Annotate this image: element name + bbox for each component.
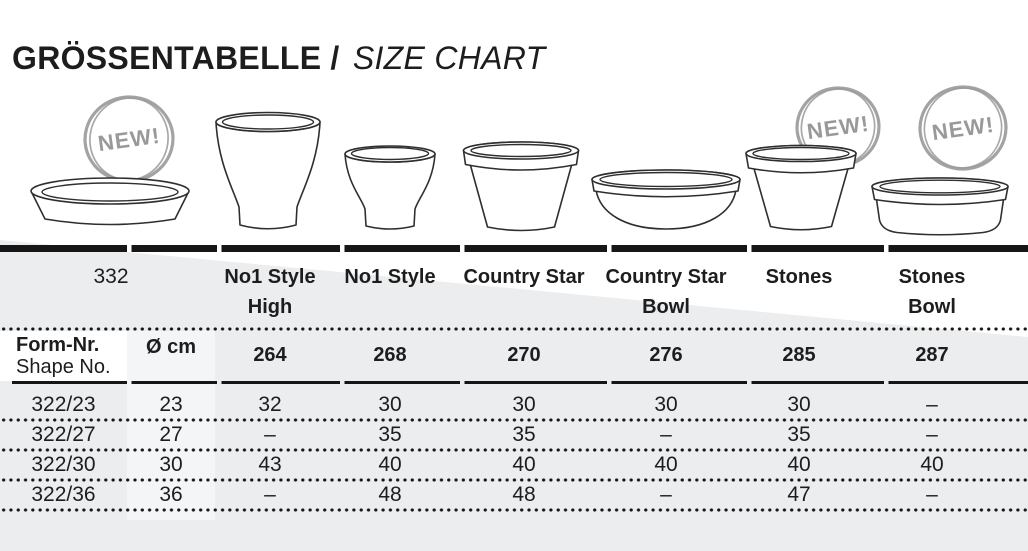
cell-size: 40	[920, 453, 944, 476]
no1-style-high-pot-icon	[215, 111, 321, 230]
column-header-line2: High	[247, 296, 293, 318]
cell-size: –	[926, 483, 938, 506]
title-english: SIZE CHART	[352, 40, 546, 76]
badge-circle-icon	[83, 95, 175, 183]
saucer-icon	[30, 177, 190, 226]
column-header: No1 Style High	[200, 262, 340, 322]
diameter-column-background	[127, 331, 215, 520]
column-header-saucer: 332	[93, 265, 129, 288]
cell-form-nr: 322/27	[31, 423, 96, 446]
badge-circle-icon	[923, 87, 1003, 169]
cell-size: 40	[378, 453, 402, 476]
table-row: 322/23 23 32 30 30 30 30 –	[0, 392, 1028, 418]
shape-code: 268	[373, 344, 407, 366]
badge-circle-icon	[795, 86, 881, 168]
title-german: GRÖSSENTABELLE	[12, 40, 322, 76]
country-star-pot-icon	[462, 141, 580, 232]
badge-circle-icon	[800, 88, 876, 166]
column-header: No1 Style	[320, 262, 460, 292]
new-badge-label: NEW!	[96, 123, 162, 156]
shape-code: 285	[782, 344, 816, 366]
cell-size: 30	[512, 393, 536, 416]
column-header-line2: Bowl	[908, 296, 956, 318]
cell-diameter: 36	[159, 483, 183, 506]
cell-size: 35	[512, 423, 536, 446]
dotted-separator	[0, 508, 1028, 512]
stones-bowl-icon	[871, 177, 1009, 236]
dotted-separator	[0, 478, 1028, 482]
cell-form-nr: 322/36	[31, 483, 96, 506]
column-header: Stones Bowl	[862, 262, 1002, 322]
badge-circle-icon	[89, 97, 169, 181]
table-top-rule	[0, 245, 1028, 252]
cell-diameter: 30	[159, 453, 183, 476]
shape-code: 264	[253, 344, 287, 366]
cell-size: –	[660, 483, 672, 506]
cell-size: 40	[512, 453, 536, 476]
column-header-line1: No1 Style	[224, 266, 316, 288]
cell-size: –	[926, 393, 938, 416]
table-row: 322/30 30 43 40 40 40 40 40	[0, 452, 1028, 478]
cell-size: 40	[787, 453, 811, 476]
column-header-line1: Stones	[765, 266, 833, 288]
cell-diameter: 23	[159, 393, 183, 416]
title-separator: /	[330, 40, 340, 76]
shape-code: 287	[915, 344, 949, 366]
page-title: GRÖSSENTABELLE / SIZE CHART	[12, 40, 545, 77]
table-header-rule	[0, 381, 1028, 384]
cell-size: 47	[787, 483, 811, 506]
cell-size: 35	[378, 423, 402, 446]
dotted-separator	[0, 448, 1028, 452]
cell-size: –	[264, 483, 276, 506]
cell-size: –	[926, 423, 938, 446]
cell-size: 30	[787, 393, 811, 416]
column-header-line1: No1 Style	[344, 266, 436, 288]
column-header: Country Star	[454, 262, 594, 292]
column-header-line1: Country Star	[605, 266, 727, 288]
cell-size: 43	[258, 453, 282, 476]
table-row: 322/27 27 – 35 35 – 35 –	[0, 422, 1028, 448]
new-badge-label: NEW!	[930, 112, 996, 145]
shape-code: 276	[649, 344, 683, 366]
cell-size: 48	[378, 483, 402, 506]
cell-size: 40	[654, 453, 678, 476]
diameter-column-label: Ø cm	[145, 336, 197, 358]
column-header: Country Star Bowl	[596, 262, 736, 322]
cell-size: 30	[378, 393, 402, 416]
cell-size: –	[660, 423, 672, 446]
new-badge-label: NEW!	[805, 111, 871, 144]
form-nr-cell-background	[0, 331, 127, 381]
badge-circle-icon	[918, 85, 1008, 171]
cell-form-nr: 322/30	[31, 453, 96, 476]
shape-code: 270	[507, 344, 541, 366]
cell-size: 32	[258, 393, 282, 416]
new-badge: NEW!	[918, 85, 1008, 171]
cell-size: 30	[654, 393, 678, 416]
stones-pot-icon	[745, 144, 857, 231]
column-header-line1: Stones	[898, 266, 966, 288]
cell-size: 35	[787, 423, 811, 446]
dotted-separator	[0, 327, 1028, 331]
table-row: 322/36 36 – 48 48 – 47 –	[0, 482, 1028, 508]
cell-size: –	[264, 423, 276, 446]
column-header-line2: Bowl	[642, 296, 690, 318]
column-header-line1: Country Star	[463, 266, 585, 288]
form-nr-label-en: Shape No.	[16, 356, 111, 378]
no1-style-pot-icon	[344, 145, 436, 230]
cell-size: 48	[512, 483, 536, 506]
country-star-bowl-icon	[591, 169, 741, 230]
new-badge: NEW!	[83, 95, 175, 183]
cell-form-nr: 322/23	[31, 393, 96, 416]
column-header: Stones	[729, 262, 869, 292]
form-nr-label-de: Form-Nr.	[16, 334, 100, 356]
cell-diameter: 27	[159, 423, 183, 446]
new-badge: NEW!	[795, 86, 881, 168]
dotted-separator	[0, 418, 1028, 422]
